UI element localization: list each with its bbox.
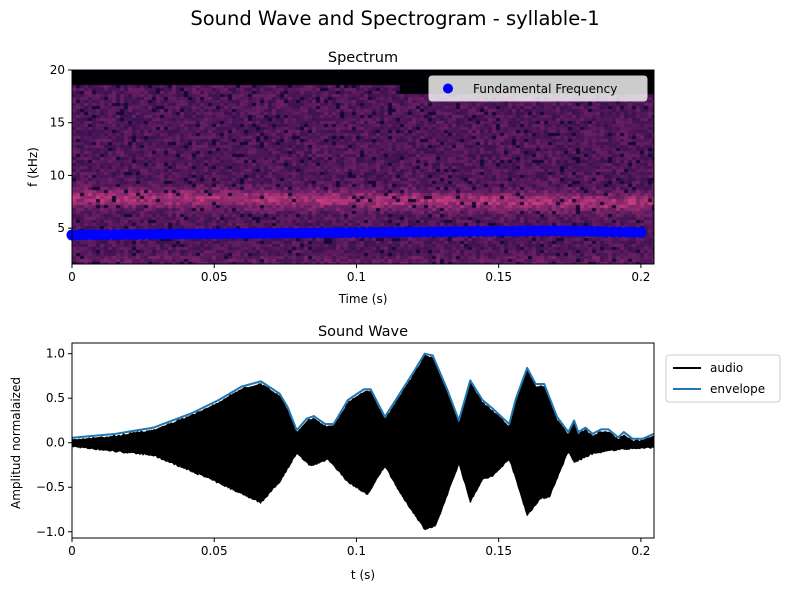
sound-wave-frame [71,342,655,539]
envelope-series [71,352,655,440]
spectrum-ytick-label: 5 [57,221,65,235]
spectrum-xtick-label: 0.1 [347,270,366,284]
legend-box [665,354,781,403]
sound-wave-legend: audio envelope [665,354,781,403]
spectrum-xtick-label: 0.15 [485,270,512,284]
spectrum-ytick-label: 15 [50,116,65,130]
sound-wave-ylabel: Amplitud normalaized [9,377,23,509]
legend-box [428,75,648,102]
legend-label-fundamental: Fundamental Frequency [473,82,617,96]
sound-wave-ytick-label: −1.0 [36,525,65,539]
sound-wave-ytick-label: 1.0 [46,347,65,361]
fundamental-frequency-series [66,225,647,241]
sound-wave-xlabel: t (s) [351,568,375,582]
sound-wave-ytick-label: 0.5 [46,391,65,405]
legend-label-audio: audio [710,361,743,375]
sound-wave-xtick-label: 0.1 [347,544,366,558]
f0-point [635,226,647,238]
legend-marker-fundamental [443,83,453,94]
figure-title: Sound Wave and Spectrogram - syllable-1 [190,7,599,30]
spectrum-title: Spectrum [328,50,398,66]
legend-label-envelope: envelope [710,382,765,396]
sound-wave-ytick-label: 0.0 [46,436,65,450]
spectrum-xlabel: Time (s) [338,292,388,306]
spectrum-ylabel: f (kHz) [26,147,40,187]
spectrum-xtick-label: 0.05 [201,270,228,284]
sound-wave-xtick-label: 0.05 [201,544,228,558]
spectrum-axes: Spectrum 0 0.05 0.1 0.15 0.2 5 10 15 20 Time (s)… [26,50,655,306]
sound-wave-xtick-label: 0.2 [631,544,650,558]
spectrum-frame [71,69,655,265]
spectrum-ytick-label: 20 [50,63,65,77]
sound-wave-axes: Sound Wave 0 0.05 0.1 0.15 0.2 1.0 0.5 0.0 −0.5 −… [9,324,781,582]
spectrum-xtick-label: 0 [68,270,76,284]
spectrum-ytick-label: 10 [50,168,65,182]
audio-series [72,354,654,531]
spectrum-xtick-label: 0.2 [631,270,650,284]
sound-wave-ytick-label: −0.5 [36,480,65,494]
sound-wave-title: Sound Wave [318,324,408,340]
spectrum-legend: Fundamental Frequency [428,75,648,102]
sound-wave-xtick-label: 0.15 [485,544,512,558]
sound-wave-xtick-label: 0 [68,544,76,558]
